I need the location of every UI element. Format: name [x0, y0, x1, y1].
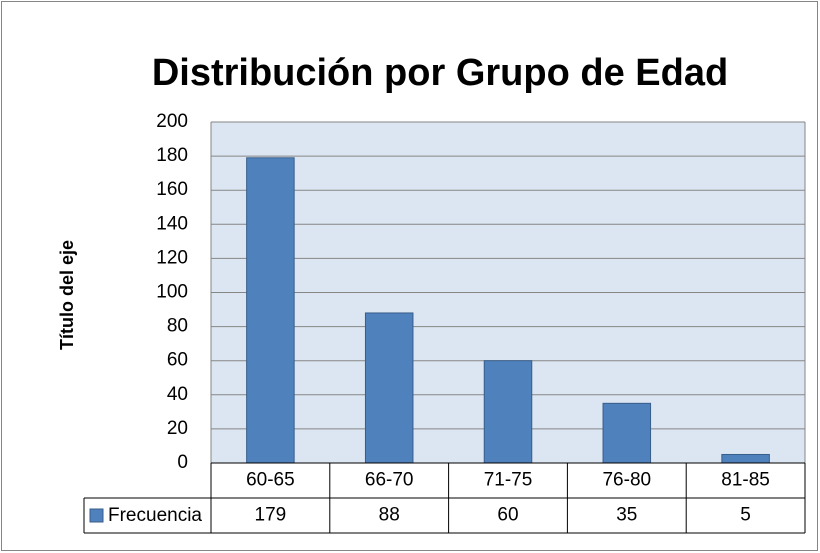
chart-title: Distribución por Grupo de Edad: [152, 52, 728, 94]
table-value: 179: [255, 505, 287, 526]
y-tick-label: 20: [167, 418, 188, 439]
bar: [483, 360, 533, 464]
y-tick-label: 80: [167, 316, 188, 337]
table-value: 88: [379, 505, 400, 526]
y-tick-label: 0: [177, 452, 188, 473]
x-tick-label: 60-65: [246, 470, 295, 491]
x-tick-label: 76-80: [602, 470, 651, 491]
y-tick-label: 180: [156, 145, 188, 166]
y-tick-label: 140: [156, 213, 188, 234]
y-tick-label: 120: [156, 247, 188, 268]
x-tick-label: 66-70: [365, 470, 414, 491]
x-tick-label: 71-75: [484, 470, 533, 491]
bar: [721, 453, 770, 464]
x-tick-label: 81-85: [721, 470, 770, 491]
y-tick-label: 60: [167, 350, 188, 371]
bar: [246, 157, 295, 464]
bar: [364, 312, 414, 464]
table-value: 35: [616, 505, 637, 526]
y-tick-label: 160: [156, 179, 188, 200]
table-value: 60: [497, 505, 518, 526]
table-value: 5: [740, 505, 751, 526]
y-axis-title: Título del eje: [57, 240, 77, 350]
y-tick-label: 200: [156, 111, 188, 132]
bar: [602, 402, 652, 464]
legend-label: Frecuencia: [108, 505, 202, 526]
y-tick-label: 40: [167, 384, 188, 405]
y-tick-label: 100: [156, 282, 188, 303]
legend-swatch: [89, 508, 104, 523]
